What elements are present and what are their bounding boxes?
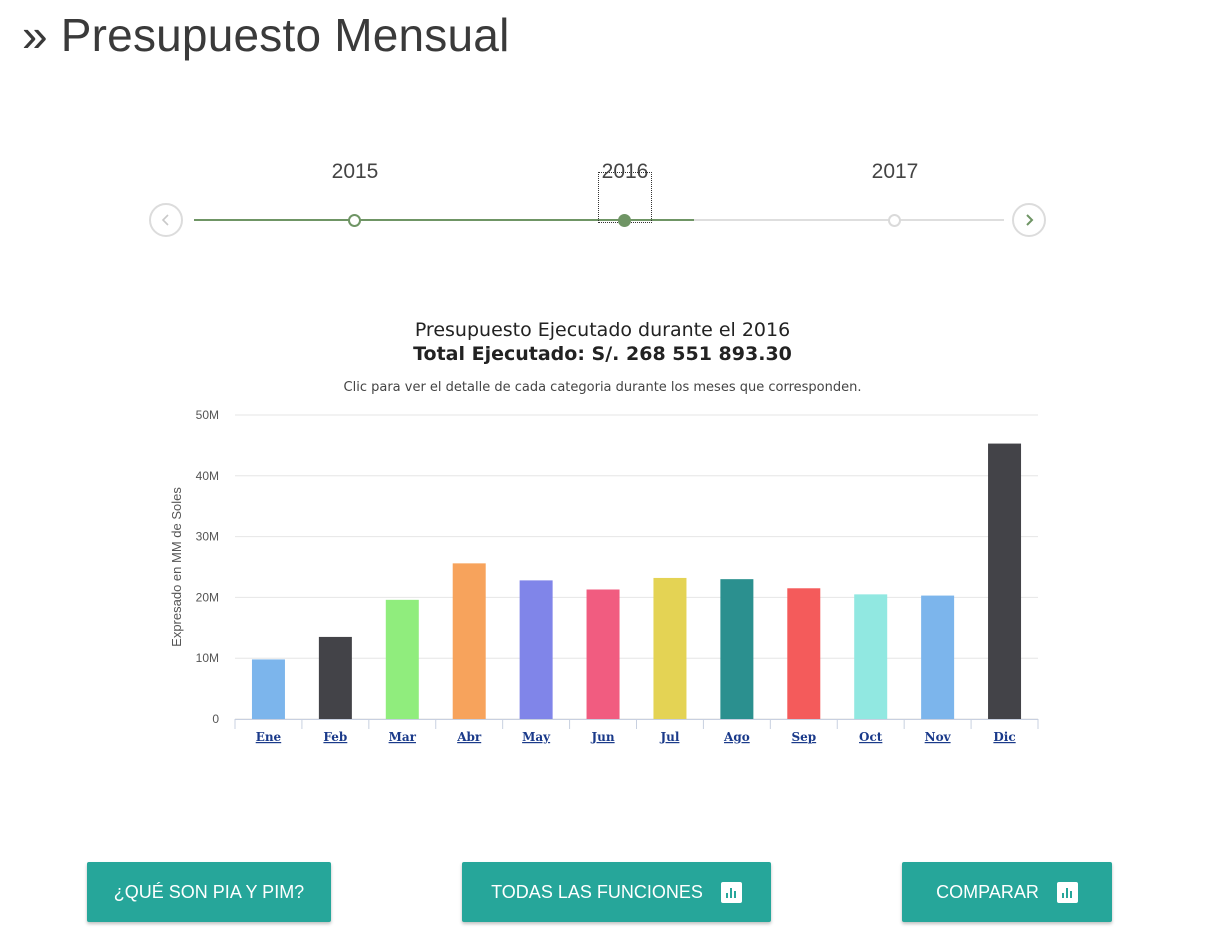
- y-axis-title: Expresado en MM de Soles: [169, 487, 184, 647]
- y-tick-label: 0: [212, 712, 219, 726]
- bar-jul[interactable]: [653, 577, 687, 719]
- year-label-2017[interactable]: 2017: [871, 160, 919, 183]
- timeline-next-button[interactable]: [1012, 203, 1046, 237]
- bar-oct[interactable]: [854, 594, 888, 719]
- bar-feb[interactable]: [318, 636, 352, 719]
- y-tick-label: 30M: [196, 530, 219, 544]
- x-tick-label-may[interactable]: May: [522, 730, 551, 744]
- bar-chart-icon: [720, 881, 742, 903]
- compare-button[interactable]: COMPARAR: [902, 862, 1112, 922]
- x-tick-label-ene[interactable]: Ene: [256, 730, 282, 744]
- all-functions-button-label: TODAS LAS FUNCIONES: [491, 881, 703, 902]
- year-label-2015[interactable]: 2015: [331, 160, 379, 183]
- chart-subtitle: Clic para ver el detalle de cada categor…: [343, 380, 862, 395]
- bar-jun[interactable]: [586, 589, 620, 719]
- bar-nov[interactable]: [921, 595, 955, 719]
- bar-may[interactable]: [519, 580, 553, 719]
- compare-button-label: COMPARAR: [936, 881, 1039, 902]
- y-tick-label: 50M: [196, 408, 219, 422]
- year-timeline: 2015 2016 2017: [0, 160, 1205, 260]
- page-title: » Presupuesto Mensual: [22, 9, 510, 61]
- y-tick-label: 40M: [196, 469, 219, 483]
- bar-chart: 0 10M 20M 30M 40M 50M Ene Feb Mar Abr May Jun Jul Ago…: [169, 408, 1039, 744]
- chevron-right-icon: [1026, 214, 1034, 226]
- x-tick-label-abr[interactable]: Abr: [456, 730, 482, 744]
- timeline-dot-2017[interactable]: [888, 214, 901, 227]
- x-tick-label-jun[interactable]: Jun: [590, 730, 614, 744]
- x-tick-label-oct[interactable]: Oct: [859, 730, 883, 744]
- chart-total: Total Ejecutado: S/. 268 551 893.30: [413, 343, 792, 365]
- pia-pim-button-label: ¿QUÉ SON PIA Y PIM?: [113, 881, 305, 902]
- x-tick-label-jul[interactable]: Jul: [659, 730, 679, 744]
- timeline-prev-button[interactable]: [149, 203, 183, 237]
- year-label-2016[interactable]: 2016: [601, 160, 649, 183]
- timeline-dot-2016[interactable]: [618, 214, 631, 227]
- timeline-progress: [194, 219, 694, 221]
- bar-abr[interactable]: [452, 563, 486, 719]
- x-tick-label-ago[interactable]: Ago: [723, 730, 750, 744]
- all-functions-button[interactable]: TODAS LAS FUNCIONES: [462, 862, 771, 922]
- bar-mar[interactable]: [385, 599, 419, 719]
- y-tick-label: 10M: [196, 651, 219, 665]
- timeline-dot-2015[interactable]: [348, 214, 361, 227]
- bar-ene[interactable]: [251, 659, 285, 719]
- x-tick-label-sep[interactable]: Sep: [791, 730, 816, 744]
- x-tick-label-nov[interactable]: Nov: [925, 730, 952, 744]
- bar-sep[interactable]: [787, 588, 821, 719]
- bar-dic[interactable]: [988, 443, 1022, 719]
- bar-chart-icon: [1056, 881, 1078, 903]
- x-tick-label-dic[interactable]: Dic: [993, 730, 1015, 744]
- y-tick-label: 20M: [196, 590, 219, 604]
- x-tick-label-mar[interactable]: Mar: [389, 730, 417, 744]
- timeline-track: [194, 219, 1004, 221]
- chart-title: Presupuesto Ejecutado durante el 2016: [414, 319, 791, 341]
- chevron-left-icon: [161, 214, 169, 226]
- pia-pim-button[interactable]: ¿QUÉ SON PIA Y PIM?: [87, 862, 331, 922]
- x-tick-label-feb[interactable]: Feb: [323, 730, 347, 744]
- bar-ago[interactable]: [720, 579, 754, 719]
